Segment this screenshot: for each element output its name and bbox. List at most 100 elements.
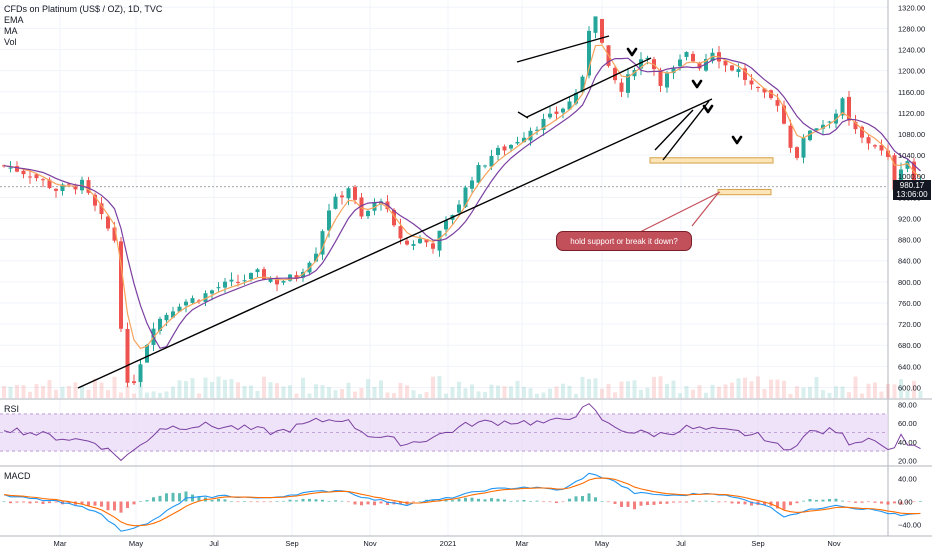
candle-body — [333, 196, 338, 209]
macd-histogram-bar — [802, 500, 805, 502]
candle-body — [483, 165, 487, 167]
macd-histogram-bar — [594, 497, 597, 502]
volume-bar — [723, 384, 728, 398]
macd-histogram-bar — [828, 499, 831, 502]
candle-body — [723, 60, 728, 66]
down-arrow-icon — [702, 104, 714, 114]
macd-histogram-bar — [581, 495, 584, 502]
volume-bar — [158, 392, 162, 398]
macd-histogram-bar — [509, 500, 513, 502]
macd-histogram-bar — [93, 501, 97, 506]
candle-body — [489, 155, 494, 167]
volume-bar — [476, 391, 481, 398]
candle-body — [801, 138, 806, 158]
volume-bar — [684, 386, 689, 398]
time-tick-label: Jul — [676, 539, 686, 548]
volume-bar — [567, 385, 572, 398]
macd-histogram-bar — [210, 500, 214, 502]
macd-histogram-bar — [314, 499, 318, 502]
legend-ema[interactable]: EMA — [4, 15, 24, 25]
last-price-value: 980.17 — [899, 181, 925, 190]
bar-countdown: 13:06:00 — [896, 190, 928, 199]
macd-histogram-bar — [522, 500, 526, 502]
candle-body — [125, 328, 130, 383]
candle-body — [847, 96, 851, 121]
volume-bar — [704, 392, 708, 398]
candle-body — [54, 188, 58, 191]
legend-ma[interactable]: MA — [4, 26, 18, 36]
macd-histogram-bar — [847, 501, 851, 503]
macd-histogram-bar — [490, 498, 493, 502]
macd-histogram-bar — [184, 491, 188, 502]
candle-body — [476, 164, 481, 183]
volume-bar — [554, 386, 559, 398]
volume-bar — [450, 387, 455, 398]
macd-histogram-bar — [776, 501, 779, 509]
candle-body — [600, 19, 604, 43]
candle-body — [658, 70, 663, 86]
price-tick-label: 1160.00 — [898, 88, 925, 97]
volume-bar — [762, 388, 767, 398]
macd-histogram-bar — [334, 500, 337, 502]
candle-body — [294, 275, 299, 279]
volume-bar — [457, 381, 461, 398]
price-tick-label: 680.00 — [898, 341, 921, 350]
macd-tick-label: 40.00 — [898, 475, 917, 484]
macd-histogram-bar — [815, 499, 818, 502]
macd-histogram-bar — [711, 501, 714, 503]
volume-bar — [814, 376, 819, 398]
volume-bar — [132, 393, 136, 398]
candle-body — [769, 90, 773, 99]
rsi-line-path — [3, 403, 921, 462]
macd-histogram-bar — [652, 501, 656, 505]
legend-vol[interactable]: Vol — [4, 37, 17, 47]
price-tick-label: 1320.00 — [898, 3, 925, 12]
volume-bar — [892, 384, 897, 398]
macd-histogram-bar — [587, 493, 591, 502]
candle-body — [106, 216, 110, 229]
volume-bar — [866, 383, 871, 398]
candle-body — [587, 30, 591, 76]
volume-bar — [795, 386, 799, 398]
volume-bar — [437, 376, 442, 398]
price-tick-label: 920.00 — [898, 214, 921, 223]
candle-body — [736, 69, 741, 73]
macd-histogram-bar — [763, 501, 766, 506]
candle-body — [353, 187, 357, 200]
macd-histogram-bar — [672, 501, 675, 503]
macd-histogram-bar — [620, 501, 623, 507]
volume-bar — [606, 383, 611, 398]
macd-histogram-bar — [633, 501, 636, 510]
macd-histogram-bar — [22, 501, 25, 503]
volume-bar — [21, 385, 26, 398]
price-tick-label: 1000.00 — [898, 172, 925, 181]
candle-body — [177, 306, 182, 312]
volume-bar — [769, 379, 773, 398]
macd-histogram-bar — [41, 501, 45, 505]
last-price-tag: 980.17 13:06:00 — [893, 180, 931, 200]
volume-bar — [281, 386, 286, 398]
macd-histogram-bar — [691, 500, 695, 502]
volume-bar — [203, 377, 208, 398]
candle-body — [762, 88, 767, 93]
macd-histogram-bar — [919, 501, 922, 502]
trendline — [517, 111, 529, 119]
macd-histogram-bar — [262, 501, 266, 503]
trendline — [516, 35, 610, 63]
macd-histogram-bar — [893, 501, 896, 504]
macd-histogram-bar — [477, 498, 480, 502]
annotation-callout[interactable]: hold support or break it down? — [556, 231, 692, 251]
rsi-pane-label[interactable]: RSI — [4, 404, 20, 414]
trendline — [654, 109, 694, 151]
volume-bar — [28, 391, 32, 398]
macd-pane-label[interactable]: MACD — [4, 471, 31, 481]
ema-line — [3, 44, 921, 350]
volume-bar — [522, 386, 526, 398]
volume-bar — [743, 377, 747, 398]
volume-bar — [353, 391, 357, 398]
chart-legend: CFDs on Platinum (US$ / OZ), 1D, TVC EMA… — [4, 4, 162, 48]
macd-histogram-bar — [2, 501, 6, 503]
price-tick-label: 640.00 — [898, 362, 921, 371]
macd-histogram-bar — [535, 500, 539, 502]
macd-histogram-bar — [789, 501, 792, 506]
